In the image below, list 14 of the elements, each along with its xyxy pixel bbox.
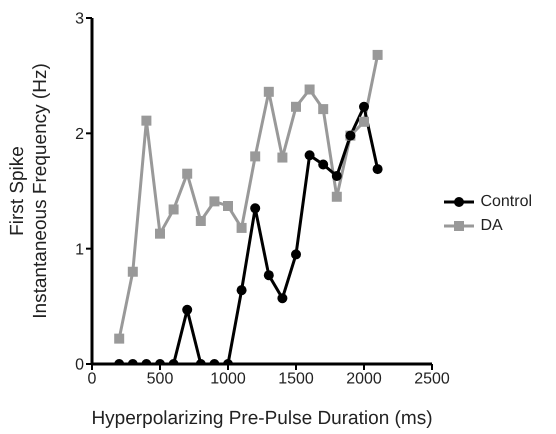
x-tick-label: 500 (146, 370, 174, 388)
x-tick-label: 0 (88, 370, 97, 388)
legend-label: DA (480, 217, 503, 234)
x-tick-label: 1500 (278, 370, 314, 388)
legend-label: Control (480, 193, 532, 210)
x-tick-label: 2000 (346, 370, 382, 388)
y-tick-label: 0 (75, 356, 84, 374)
y-tick-label: 1 (75, 241, 84, 258)
y-axis-title: First Spike Instantaneous Frequency (Hz) (7, 63, 51, 319)
y-tick-label: 2 (75, 126, 84, 144)
x-axis-title: Hyperpolarizing Pre-Pulse Duration (ms) (91, 408, 433, 429)
y-tick-label: 3 (75, 10, 84, 28)
x-tick-label: 2500 (414, 370, 450, 388)
x-tick-label: 1000 (210, 370, 246, 388)
